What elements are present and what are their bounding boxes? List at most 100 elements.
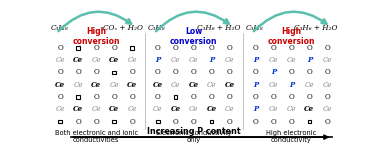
Text: O: O xyxy=(271,118,276,126)
Text: Ce: Ce xyxy=(287,105,296,113)
Text: O: O xyxy=(307,68,312,76)
Text: Ce: Ce xyxy=(91,105,101,113)
Text: O: O xyxy=(288,44,294,52)
Text: O: O xyxy=(271,93,276,101)
Text: O: O xyxy=(191,93,197,101)
Text: Ce: Ce xyxy=(322,81,332,89)
Text: Ce: Ce xyxy=(304,105,314,113)
Text: Ce: Ce xyxy=(73,81,83,89)
Text: High electronic
conductivity: High electronic conductivity xyxy=(266,130,316,143)
Text: O: O xyxy=(227,68,232,76)
Text: O: O xyxy=(155,93,161,101)
Text: O: O xyxy=(173,118,179,126)
Text: O: O xyxy=(227,93,232,101)
Text: O: O xyxy=(93,44,99,52)
Text: Ce: Ce xyxy=(73,56,83,64)
Text: COₓ + H₂O: COₓ + H₂O xyxy=(102,24,143,32)
Text: O: O xyxy=(57,44,63,52)
Text: O: O xyxy=(129,118,135,126)
Text: Ce: Ce xyxy=(287,56,296,64)
Text: Ce: Ce xyxy=(189,56,198,64)
Bar xyxy=(308,120,311,123)
Text: O: O xyxy=(288,118,294,126)
Text: O: O xyxy=(111,44,117,52)
Text: Electronic conductivity
only: Electronic conductivity only xyxy=(156,130,232,143)
Text: Ce: Ce xyxy=(109,105,119,113)
Text: O: O xyxy=(324,93,330,101)
Text: Ce: Ce xyxy=(269,56,278,64)
Text: O: O xyxy=(253,44,258,52)
Text: O: O xyxy=(253,118,258,126)
Text: Ce: Ce xyxy=(73,105,83,113)
Text: Ce: Ce xyxy=(225,56,234,64)
Text: O: O xyxy=(324,44,330,52)
Text: Ce: Ce xyxy=(91,81,101,89)
Text: Ce: Ce xyxy=(225,81,235,89)
Bar xyxy=(76,95,80,99)
Text: O: O xyxy=(173,44,179,52)
Text: O: O xyxy=(129,93,135,101)
Text: Low
conversion: Low conversion xyxy=(170,27,217,46)
Text: Both electronic and ionic
conductivities: Both electronic and ionic conductivities xyxy=(54,130,138,143)
Text: P: P xyxy=(289,81,294,89)
Bar xyxy=(112,71,116,74)
Text: O: O xyxy=(253,93,258,101)
Text: Ce: Ce xyxy=(153,105,163,113)
Text: O: O xyxy=(155,68,161,76)
Bar xyxy=(174,95,178,99)
Bar xyxy=(156,120,160,123)
Text: Ce: Ce xyxy=(189,105,198,113)
Text: High
conversion: High conversion xyxy=(72,27,120,46)
Text: O: O xyxy=(307,93,312,101)
Text: Ce: Ce xyxy=(189,81,199,89)
Text: Ce: Ce xyxy=(91,56,101,64)
Text: Ce: Ce xyxy=(269,81,278,89)
Text: P: P xyxy=(253,105,258,113)
Text: O: O xyxy=(57,93,63,101)
Text: O: O xyxy=(288,68,294,76)
Bar xyxy=(58,120,62,123)
Text: O: O xyxy=(191,44,197,52)
Text: O: O xyxy=(93,118,99,126)
Bar xyxy=(210,120,214,123)
Text: Ce: Ce xyxy=(207,81,217,89)
Text: O: O xyxy=(324,118,330,126)
Text: C₃H₈: C₃H₈ xyxy=(148,24,166,32)
Text: O: O xyxy=(324,68,330,76)
Text: P: P xyxy=(271,68,276,76)
Text: Ce: Ce xyxy=(109,81,119,89)
Text: O: O xyxy=(191,118,197,126)
Text: O: O xyxy=(75,68,81,76)
Bar xyxy=(130,46,134,50)
Bar xyxy=(76,46,80,50)
Text: O: O xyxy=(209,68,215,76)
Text: Ce: Ce xyxy=(207,105,217,113)
Text: Ce: Ce xyxy=(171,105,181,113)
Text: O: O xyxy=(288,93,294,101)
Text: C₃H₆ + H₂O: C₃H₆ + H₂O xyxy=(197,24,240,32)
Text: Increasing P content: Increasing P content xyxy=(147,127,240,136)
Text: Ce: Ce xyxy=(153,81,163,89)
Text: O: O xyxy=(111,93,117,101)
Text: O: O xyxy=(307,44,312,52)
Text: Ce: Ce xyxy=(171,56,181,64)
Text: Ce: Ce xyxy=(55,105,65,113)
Text: P: P xyxy=(253,81,258,89)
Text: Ce: Ce xyxy=(225,105,234,113)
Text: P: P xyxy=(253,56,258,64)
Text: Ce: Ce xyxy=(55,81,65,89)
Text: Ce: Ce xyxy=(322,105,332,113)
Text: Ce: Ce xyxy=(127,56,137,64)
Text: O: O xyxy=(93,93,99,101)
Text: O: O xyxy=(227,118,232,126)
Text: O: O xyxy=(209,44,215,52)
Text: O: O xyxy=(253,68,258,76)
Text: O: O xyxy=(75,118,81,126)
Text: O: O xyxy=(155,44,161,52)
Text: Ce: Ce xyxy=(171,81,181,89)
Text: Ce: Ce xyxy=(127,81,137,89)
Text: C₃H₆ + H₂O: C₃H₆ + H₂O xyxy=(294,24,338,32)
Text: O: O xyxy=(57,68,63,76)
Text: O: O xyxy=(173,68,179,76)
Text: C₃H₈: C₃H₈ xyxy=(246,24,263,32)
